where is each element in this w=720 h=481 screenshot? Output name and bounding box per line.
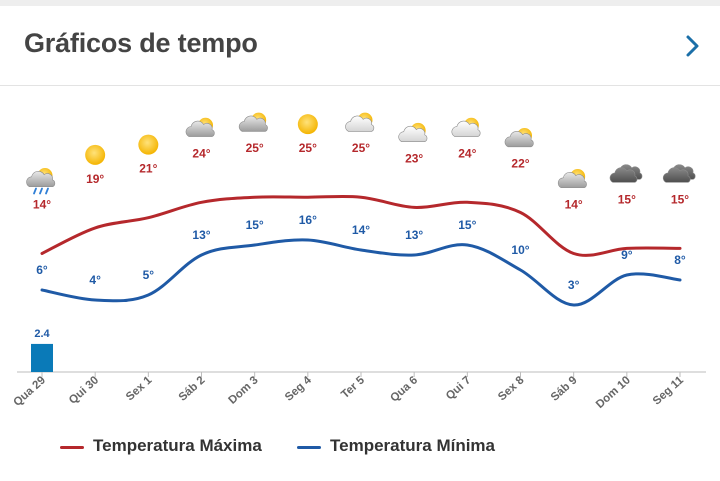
min-temp-label: 8° — [674, 253, 686, 267]
max-temp-label: 21° — [139, 162, 157, 176]
max-temp-label: 23° — [405, 151, 423, 165]
weather-chart: 2.4 14° 19° 21° 24° 25° 25° 25° 23° 24° 22° 14° 15°… — [11, 112, 706, 411]
sun-icon — [138, 134, 159, 155]
series-min-line — [40, 238, 682, 307]
series-max-line — [40, 194, 682, 257]
legend-label-max: Temperatura Máxima — [93, 436, 262, 455]
min-temp-label: 9° — [621, 248, 633, 262]
dark-cloud-icon — [609, 164, 643, 183]
max-temp-label: 14° — [565, 198, 583, 212]
min-temp-label: 3° — [568, 278, 580, 292]
max-temp-label: 22° — [511, 157, 529, 171]
max-temp-label: 24° — [192, 146, 210, 160]
max-temp-label: 25° — [299, 141, 317, 155]
max-temp-label: 25° — [246, 141, 264, 155]
min-temp-label: 15° — [458, 218, 476, 232]
x-tick-label: Ter 5 — [339, 374, 367, 401]
x-tick-label: Dom 10 — [594, 374, 633, 411]
max-temp-label: 15° — [671, 192, 689, 206]
rain-cloud-sun-icon — [26, 168, 56, 195]
precip-label: 2.4 — [34, 328, 50, 340]
x-tick-label: Sáb 9 — [549, 374, 580, 403]
min-temp-label: 13° — [192, 228, 210, 242]
x-tick-label: Dom 3 — [227, 374, 261, 406]
x-tick-label: Qua 6 — [388, 374, 420, 404]
top-strip — [0, 0, 720, 6]
partly-cloudy-icon — [504, 128, 534, 148]
legend-label-min: Temperatura Mínima — [330, 436, 496, 455]
chevron-right-icon[interactable] — [680, 32, 704, 60]
min-temp-label: 10° — [511, 243, 529, 257]
max-temp-label: 15° — [618, 192, 636, 206]
sun-icon — [85, 144, 106, 165]
x-tick-label: Sáb 2 — [177, 374, 208, 403]
sun-cloud-icon — [398, 122, 428, 142]
min-temp-label: 16° — [299, 213, 317, 227]
sun-cloud-icon — [345, 112, 375, 132]
max-temp-label: 14° — [33, 198, 51, 212]
legend-swatch-min — [297, 446, 321, 449]
page-title: Gráficos de tempo — [24, 28, 258, 58]
min-temp-label: 5° — [143, 268, 155, 282]
x-tick-label: Qui 7 — [444, 374, 473, 402]
dark-cloud-icon — [662, 164, 696, 183]
max-temp-label: 24° — [458, 146, 476, 160]
x-tick-label: Sex 1 — [124, 374, 155, 403]
max-temp-label: 25° — [352, 141, 370, 155]
chart-header: Gráficos de tempo — [0, 6, 720, 86]
partly-cloudy-icon — [238, 112, 268, 132]
partly-cloudy-icon — [557, 169, 587, 189]
sun-cloud-icon — [451, 117, 481, 137]
precip-bar[interactable] — [31, 343, 53, 372]
x-tick-label: Qui 30 — [67, 374, 101, 406]
x-tick-label: Sex 8 — [496, 374, 527, 403]
min-temp-label: 6° — [36, 263, 48, 277]
x-tick-label: Seg 11 — [651, 374, 687, 408]
min-temp-label: 4° — [89, 273, 101, 287]
sun-icon — [297, 114, 318, 135]
legend-swatch-max — [60, 446, 84, 449]
min-temp-label: 15° — [246, 218, 264, 232]
x-tick-label: Seg 4 — [283, 374, 314, 404]
max-temp-label: 19° — [86, 172, 104, 186]
x-tick-label: Qua 29 — [11, 374, 48, 409]
partly-cloudy-icon — [185, 117, 215, 137]
min-temp-label: 13° — [405, 228, 423, 242]
min-temp-label: 14° — [352, 223, 370, 237]
